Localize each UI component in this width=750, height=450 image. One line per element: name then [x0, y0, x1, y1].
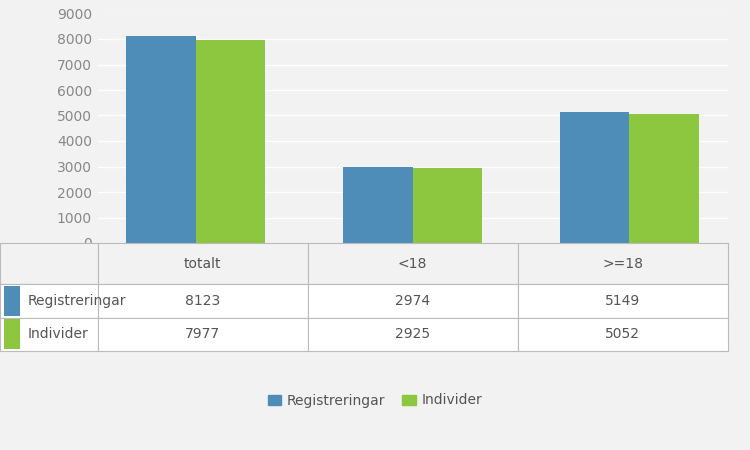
Text: 8123: 8123 — [184, 294, 220, 308]
Bar — [98, 284, 308, 318]
Bar — [308, 318, 518, 351]
Bar — [518, 318, 728, 351]
Bar — [343, 167, 412, 243]
Text: 2925: 2925 — [395, 327, 430, 341]
Legend: Registreringar, Individer: Registreringar, Individer — [262, 388, 488, 413]
Text: Registreringar: Registreringar — [28, 294, 126, 308]
Bar — [4, 319, 20, 349]
Bar — [4, 286, 20, 316]
Bar — [518, 284, 728, 318]
Text: >=18: >=18 — [602, 256, 643, 270]
Bar — [0, 243, 98, 284]
Bar — [308, 284, 518, 318]
Bar — [0, 318, 98, 351]
Text: 2974: 2974 — [395, 294, 430, 308]
Text: <18: <18 — [398, 256, 427, 270]
Text: 7977: 7977 — [185, 327, 220, 341]
Bar — [0, 284, 98, 318]
Bar — [98, 243, 308, 284]
Bar — [126, 36, 196, 243]
Bar — [98, 318, 308, 351]
Bar — [308, 243, 518, 284]
Bar — [196, 40, 265, 243]
Text: 5052: 5052 — [605, 327, 640, 341]
Bar — [560, 112, 629, 243]
Text: Individer: Individer — [28, 327, 88, 341]
Bar — [413, 168, 482, 243]
Bar — [629, 114, 699, 243]
Text: 5149: 5149 — [604, 294, 640, 308]
Text: totalt: totalt — [184, 256, 221, 270]
Bar — [518, 243, 728, 284]
